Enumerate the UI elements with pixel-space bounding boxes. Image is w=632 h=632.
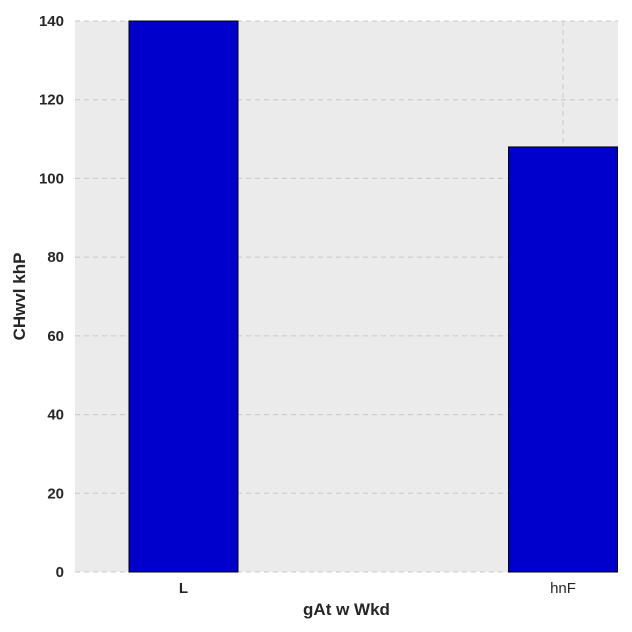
y-tick-label: 100 [39, 170, 64, 187]
y-tick-label: 80 [47, 249, 64, 266]
x-tick-label: L [179, 580, 188, 597]
x-tick-label: hnF [550, 580, 576, 597]
y-tick-label: 120 [39, 92, 64, 109]
y-tick-label: 140 [39, 13, 64, 30]
y-axis-title: CHwvl khP [10, 253, 29, 341]
y-tick-label: 20 [47, 485, 64, 502]
bar [508, 146, 618, 573]
y-tick-label: 40 [47, 407, 64, 424]
bars [128, 20, 618, 573]
y-tick-labels: 0 20 40 60 80 100 120 140 [39, 13, 64, 581]
bar [128, 20, 239, 573]
x-axis-title: gAt w Wkd [303, 600, 390, 619]
y-tick-label: 0 [56, 564, 64, 581]
y-tick-label: 60 [47, 328, 64, 345]
